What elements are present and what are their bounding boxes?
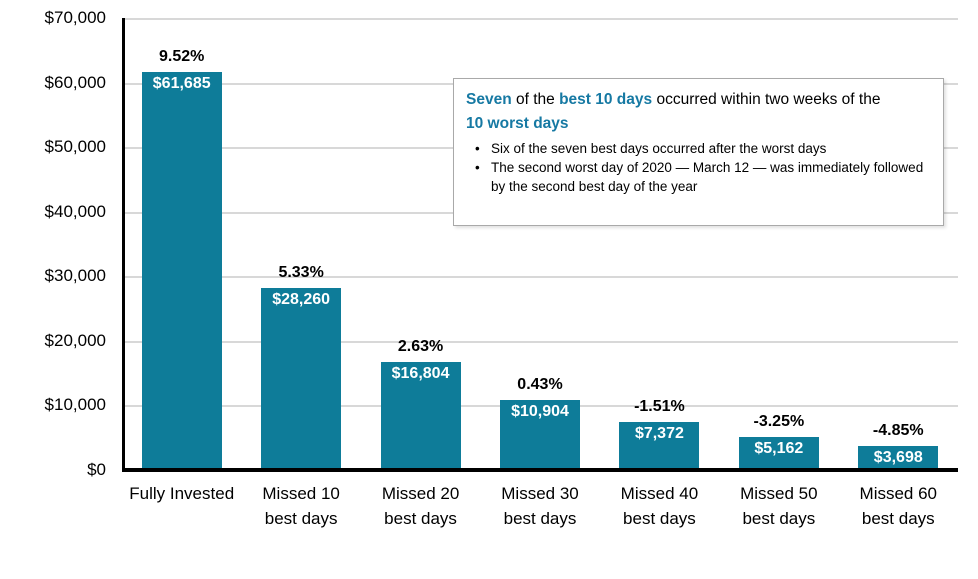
bar: $61,685 <box>141 71 222 470</box>
bar-return-label: -1.51% <box>634 398 685 416</box>
bar-return-label: -4.85% <box>872 422 924 440</box>
bar-slot: -3.25% $5,162 <box>719 18 838 470</box>
bullet-icon: • <box>475 141 480 156</box>
x-category-label: Missed 10 best days <box>262 484 340 528</box>
annotation-heading: Seven of the best 10 days occurred withi… <box>466 88 931 136</box>
bar: $7,372 <box>619 422 700 470</box>
bar-value-label: $7,372 <box>634 425 684 443</box>
bar-slot: -1.51% $7,372 <box>600 18 719 470</box>
bar-return-label: 5.33% <box>278 263 324 281</box>
bar-value-label: $61,685 <box>152 74 211 92</box>
gridline <box>122 340 958 343</box>
annotation-bullet: • The second worst day of 2020 — March 12… <box>466 158 931 196</box>
bar-value-label: $5,162 <box>754 439 804 457</box>
annotation-heading-line: Seven of the best 10 days occurred withi… <box>466 88 931 112</box>
annotation-box: Seven of the best 10 days occurred withi… <box>453 78 944 226</box>
y-tick-label: $60,000 <box>44 72 106 92</box>
annotation-accent-text: best 10 days <box>559 91 653 108</box>
y-axis-line <box>122 18 125 470</box>
bullet-text: Six of the seven best days occurred afte… <box>491 141 827 156</box>
x-category-label: Fully Invested <box>129 484 235 503</box>
bar: $10,904 <box>499 399 580 470</box>
bar-slot: 9.52% $61,685 <box>122 18 241 470</box>
bar-slot: 0.43% $10,904 <box>480 18 599 470</box>
x-category-label: Missed 60 best days <box>859 484 938 528</box>
bar-return-label: 0.43% <box>517 375 563 393</box>
bar-slot: -4.85% $3,698 <box>839 18 958 470</box>
y-tick-label: $20,000 <box>44 330 106 350</box>
bar-slot: 2.63% $16,804 <box>361 18 480 470</box>
bar-return-label: 9.52% <box>159 47 205 65</box>
bar-value-label: $16,804 <box>391 364 450 382</box>
bar-return-label: 2.63% <box>397 337 444 355</box>
x-category-label: Missed 20 best days <box>381 484 460 528</box>
bar: $16,804 <box>380 361 461 470</box>
bar-value-label: $10,904 <box>511 402 569 420</box>
annotation-text: of the <box>511 91 560 108</box>
annotation-heading-line: 10 worst days <box>466 112 931 136</box>
x-axis-line <box>122 468 958 472</box>
x-category-label: Missed 30 best days <box>501 484 579 528</box>
x-axis-labels: Fully Invested Missed 10 best days Missed … <box>122 481 958 541</box>
x-category-label: Missed 50 best days <box>740 484 818 528</box>
bullet-text: The second worst day of 2020 — March 12 … <box>491 160 924 194</box>
bar-value-label: $28,260 <box>272 290 331 308</box>
bar-return-label: -3.25% <box>753 412 805 430</box>
y-tick-label: $10,000 <box>44 395 106 415</box>
bar-value-label: $3,698 <box>873 449 923 467</box>
bar: $5,162 <box>738 436 819 470</box>
annotation-bullet: • Six of the seven best days occurred aft… <box>466 139 931 158</box>
x-category-label: Missed 40 best days <box>620 484 699 528</box>
y-tick-label: $0 <box>87 460 106 479</box>
bullet-icon: • <box>475 160 480 175</box>
gridline <box>122 18 958 20</box>
annotation-bullets: • Six of the seven best days occurred aft… <box>466 139 931 196</box>
y-tick-label: $30,000 <box>44 266 106 286</box>
y-tick-label: $50,000 <box>44 137 106 157</box>
bar: $3,698 <box>858 446 939 470</box>
annotation-accent-text: Seven <box>466 91 512 108</box>
annotation-text: occurred within two weeks of the <box>652 91 881 108</box>
y-tick-label: $70,000 <box>44 8 106 27</box>
bar: $28,260 <box>261 287 342 470</box>
y-tick-label: $40,000 <box>44 201 106 221</box>
bar-slot: 5.33% $28,260 <box>241 18 360 470</box>
gridline <box>122 276 958 279</box>
annotation-accent-text: 10 worst days <box>466 115 569 132</box>
